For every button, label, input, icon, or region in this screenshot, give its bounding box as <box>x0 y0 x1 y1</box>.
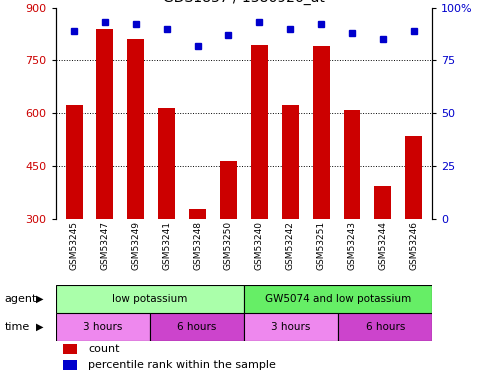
Text: GW5074 and low potassium: GW5074 and low potassium <box>265 294 411 304</box>
Bar <box>97 29 114 219</box>
Text: ▶: ▶ <box>36 322 44 332</box>
Bar <box>338 313 432 341</box>
Text: GSM53245: GSM53245 <box>70 221 79 270</box>
Text: count: count <box>88 344 119 354</box>
Text: 3 hours: 3 hours <box>83 322 122 332</box>
Bar <box>244 285 432 313</box>
Bar <box>244 313 338 341</box>
Text: GSM53244: GSM53244 <box>378 221 387 270</box>
Bar <box>63 344 77 354</box>
Text: percentile rank within the sample: percentile rank within the sample <box>88 360 276 370</box>
Text: GSM53242: GSM53242 <box>286 221 295 270</box>
Bar <box>63 360 77 370</box>
Text: GSM53240: GSM53240 <box>255 221 264 270</box>
Bar <box>56 313 150 341</box>
Text: GSM53246: GSM53246 <box>409 221 418 270</box>
Text: GSM53248: GSM53248 <box>193 221 202 270</box>
Title: GDS1837 / 1386926_at: GDS1837 / 1386926_at <box>163 0 325 5</box>
Text: 6 hours: 6 hours <box>177 322 216 332</box>
Text: ▶: ▶ <box>36 294 44 304</box>
Text: GSM53250: GSM53250 <box>224 221 233 270</box>
Bar <box>66 105 83 219</box>
Text: GSM53243: GSM53243 <box>347 221 356 270</box>
Text: agent: agent <box>5 294 37 304</box>
Text: 3 hours: 3 hours <box>271 322 311 332</box>
Bar <box>56 285 244 313</box>
Text: GSM53247: GSM53247 <box>100 221 110 270</box>
Bar <box>343 110 360 219</box>
Bar <box>220 161 237 219</box>
Bar <box>313 46 329 219</box>
Bar <box>150 313 244 341</box>
Bar <box>374 186 391 219</box>
Text: GSM53251: GSM53251 <box>317 221 326 270</box>
Text: GSM53241: GSM53241 <box>162 221 171 270</box>
Text: low potassium: low potassium <box>112 294 187 304</box>
Text: 6 hours: 6 hours <box>366 322 405 332</box>
Bar <box>128 39 144 219</box>
Text: time: time <box>5 322 30 332</box>
Bar <box>405 136 422 219</box>
Text: GSM53249: GSM53249 <box>131 221 141 270</box>
Bar <box>158 108 175 219</box>
Bar <box>282 105 298 219</box>
Bar <box>251 45 268 219</box>
Bar <box>189 209 206 219</box>
